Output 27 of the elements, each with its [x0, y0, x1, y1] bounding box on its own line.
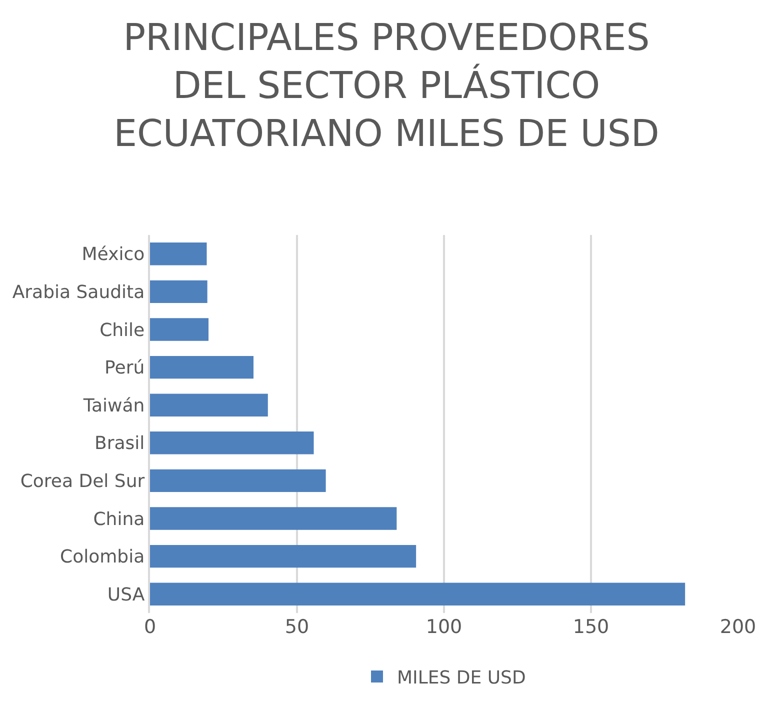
y-tick-label: USA [107, 584, 146, 606]
y-tick-label: China [93, 508, 145, 530]
x-tick-label: 200 [720, 616, 756, 638]
legend-label: MILES DE USD [397, 668, 526, 689]
x-tick-label: 50 [284, 616, 310, 638]
bar [150, 507, 397, 530]
bar [150, 469, 326, 492]
bar [150, 544, 416, 568]
y-tick-label: Chile [100, 320, 145, 341]
x-tick-label: 150 [572, 616, 610, 638]
y-tick-label: Brasil [94, 433, 145, 454]
bar [150, 280, 208, 304]
bar [150, 242, 207, 266]
chart-title: PRINCIPALES PROVEEDORES DEL SECTOR PLÁSTICO ECUATORIANO MILES DE USD [114, 16, 660, 156]
y-tick-label: Colombia [60, 546, 145, 568]
y-tick-label: Arabia Saudita [12, 282, 145, 303]
x-tick-label: 100 [426, 616, 462, 638]
bar [150, 394, 268, 416]
y-tick-label: Corea Del Sur [20, 471, 146, 492]
y-tick-label: Taiwán [82, 395, 145, 416]
bar [150, 356, 254, 379]
y-tick-label: Perú [104, 358, 145, 379]
y-tick-label: México [82, 244, 145, 266]
x-tick-label: 0 [144, 616, 156, 638]
bar [150, 318, 209, 341]
bar [150, 432, 314, 454]
bar [150, 582, 686, 606]
